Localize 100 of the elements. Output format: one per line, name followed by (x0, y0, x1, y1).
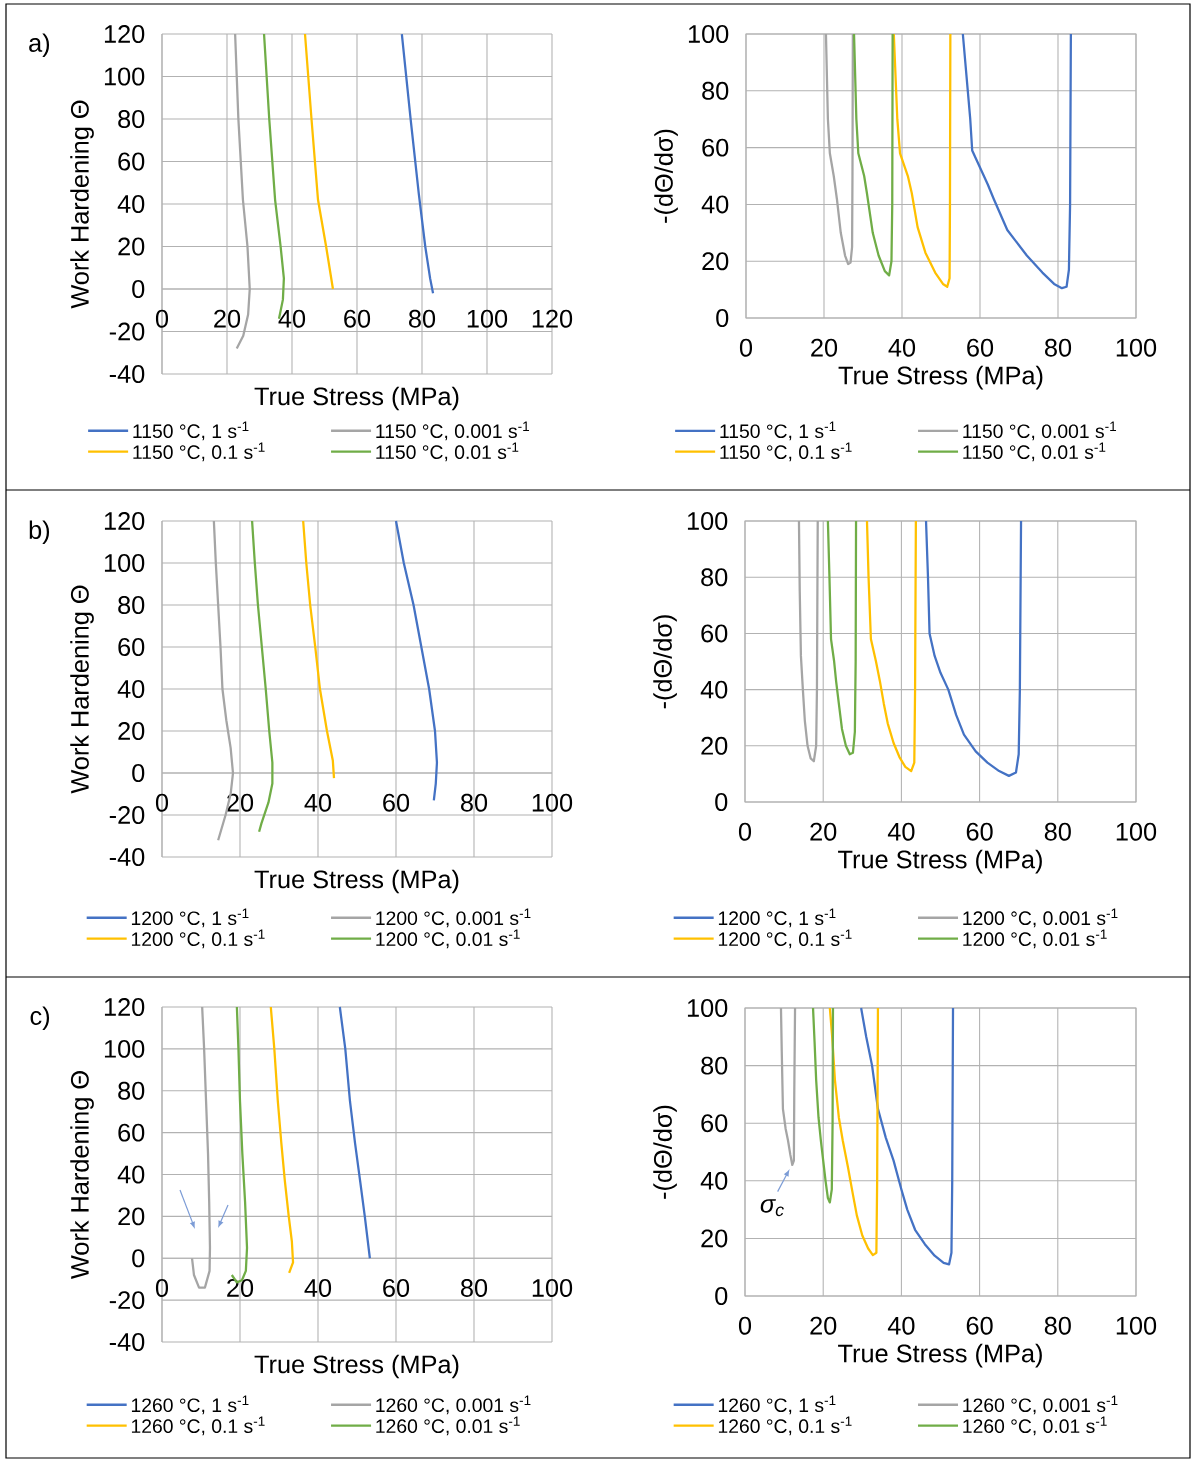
x-tick-label: 60 (344, 309, 371, 328)
y-tick-label: 80 (118, 110, 145, 128)
y-tick-label: 40 (117, 680, 145, 698)
y-axis-title: Work Hardening Θ (70, 585, 94, 794)
x-axis-title: True Stress (MPa) (838, 849, 1042, 874)
x-axis-title: True Stress (MPa) (838, 1343, 1042, 1368)
x-tick-label: 0 (738, 1316, 752, 1335)
y-tick-label: 100 (104, 554, 145, 572)
y-axis-title: -(dΘ/dσ) (654, 129, 678, 223)
text: b) (29, 520, 50, 544)
legend-label: 1150 °C, 1 s$^{-1}$ (720, 421, 836, 441)
y-axis-title: -(dΘ/dσ) (653, 1105, 677, 1199)
line-series (400, 32, 435, 295)
legend-label: 1260 °C, 1 s$^{-1}$ (718, 1395, 836, 1415)
legend-label: 1200 °C, 0.1 s$^{-1}$ (718, 929, 852, 949)
y-tick-label: 20 (118, 722, 145, 740)
y-tick-label: 80 (702, 81, 729, 100)
y-tick-label: -40 (109, 1333, 145, 1351)
y-tick-label: 40 (117, 1165, 145, 1184)
x-tick-label: 20 (227, 1278, 254, 1297)
y-tick-label: -20 (109, 806, 145, 824)
line-series (190, 1005, 212, 1289)
line-series (859, 1006, 955, 1266)
x-tick-label: 100 (532, 793, 573, 812)
legend-label: 1200 °C, 0.001 s$^{-1}$ (376, 908, 531, 928)
x-tick-label: 40 (278, 309, 306, 328)
x-axis-title: True Stress (MPa) (838, 365, 1043, 390)
line-series (826, 519, 858, 756)
y-tick-label: 60 (702, 138, 729, 157)
line-series (302, 519, 336, 780)
line-series (779, 1006, 797, 1167)
line-series (852, 32, 894, 277)
y-tick-label: 40 (700, 680, 728, 699)
legend-label: 1150 °C, 0.01 s$^{-1}$ (376, 442, 519, 462)
y-tick-label: 120 (104, 998, 145, 1016)
x-tick-label: 0 (738, 822, 752, 841)
x-tick-label: 0 (155, 793, 169, 812)
x-tick-label: 80 (409, 309, 436, 328)
y-tick-label: 60 (701, 624, 728, 643)
x-tick-label: 100 (467, 309, 508, 328)
legend-label: 1200 °C, 0.01 s$^{-1}$ (963, 929, 1107, 949)
line-series (811, 1006, 835, 1204)
y-tick-label: 100 (104, 67, 145, 86)
legend-label: 1150 °C, 0.1 s$^{-1}$ (720, 442, 852, 462)
y-tick-label: 40 (117, 195, 145, 213)
legend-label: 1200 °C, 1 s$^{-1}$ (718, 908, 836, 928)
x-tick-label: 20 (811, 338, 838, 357)
x-tick-label: 80 (1044, 822, 1071, 841)
y-tick-label: 80 (701, 568, 728, 587)
x-tick-label: 100 (1116, 822, 1157, 841)
line-series (303, 32, 335, 291)
y-tick-label: -40 (109, 848, 145, 866)
x-axis-title: True Stress (MPa) (254, 869, 459, 894)
legend-label: 1260 °C, 0.01 s$^{-1}$ (376, 1416, 520, 1436)
y-tick-label: 120 (104, 25, 145, 43)
legend-label: 1200 °C, 0.1 s$^{-1}$ (131, 929, 265, 949)
y-tick-label: 120 (104, 512, 145, 530)
x-tick-label: 0 (155, 1278, 169, 1297)
line-series (828, 1006, 880, 1257)
x-tick-label: 60 (966, 1316, 993, 1335)
line-series (269, 1005, 295, 1275)
x-tick-label: 20 (214, 309, 241, 328)
y-tick-label: 20 (118, 237, 145, 256)
x-tick-label: 100 (1116, 1316, 1157, 1335)
y-tick-label: 60 (118, 638, 145, 656)
line-series (892, 32, 952, 288)
annotation: σ$_{c}$ (760, 1199, 784, 1217)
legend-label: 1150 °C, 1 s$^{-1}$ (133, 421, 249, 441)
y-tick-label: 100 (104, 1039, 145, 1058)
x-tick-label: 40 (888, 338, 916, 357)
legend-label: 1200 °C, 0.001 s$^{-1}$ (963, 908, 1118, 928)
y-tick-label: 40 (701, 195, 729, 214)
line-series (961, 32, 1073, 290)
legend-label: 1200 °C, 0.01 s$^{-1}$ (376, 929, 520, 949)
y-tick-label: 80 (118, 1081, 145, 1100)
legend-label: 1150 °C, 0.1 s$^{-1}$ (133, 442, 265, 462)
legend-label: 1260 °C, 0.01 s$^{-1}$ (963, 1416, 1107, 1436)
legend-label: 1150 °C, 0.001 s$^{-1}$ (376, 421, 530, 441)
legend-label: 1150 °C, 0.01 s$^{-1}$ (963, 442, 1106, 462)
y-tick-label: 0 (132, 1249, 145, 1268)
y-tick-label: 20 (702, 252, 729, 271)
line-series (824, 32, 854, 266)
y-tick-label: 20 (118, 1207, 145, 1226)
y-tick-label: 0 (132, 764, 145, 782)
legend-label: 1260 °C, 0.001 s$^{-1}$ (963, 1395, 1118, 1415)
y-tick-label: 80 (118, 596, 145, 614)
x-tick-label: 80 (461, 793, 488, 812)
legend-label: 1260 °C, 0.1 s$^{-1}$ (131, 1416, 265, 1436)
y-axis-title: Work Hardening Θ (70, 100, 94, 309)
line-series (865, 519, 918, 773)
x-tick-label: 80 (461, 1278, 488, 1297)
x-tick-label: 100 (1116, 338, 1157, 357)
x-tick-label: 20 (810, 1316, 837, 1335)
y-tick-label: 0 (132, 280, 145, 298)
legend-label: 1150 °C, 0.001 s$^{-1}$ (963, 421, 1117, 441)
x-tick-label: 40 (304, 793, 332, 812)
y-tick-label: 100 (687, 999, 728, 1017)
legend-label: 1260 °C, 0.1 s$^{-1}$ (718, 1416, 852, 1436)
line-series (338, 1005, 372, 1260)
x-tick-label: 40 (887, 822, 915, 841)
